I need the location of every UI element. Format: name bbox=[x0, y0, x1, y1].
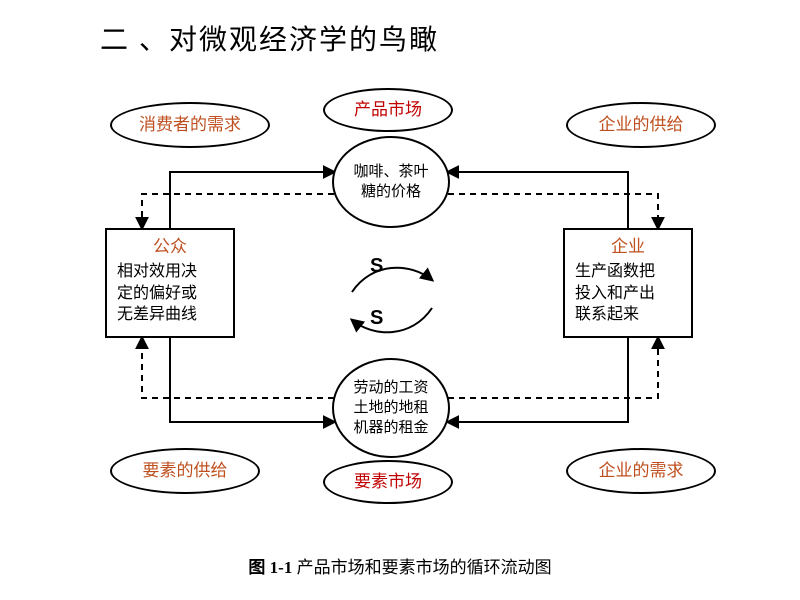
oval-factor-supply: 要素的供给 bbox=[110, 448, 260, 494]
page-title: 二 、对微观经济学的鸟瞰 bbox=[100, 18, 439, 58]
node-firm-body: 生产函数把投入和产出联系起来 bbox=[575, 263, 655, 323]
center-arc-top bbox=[352, 268, 432, 292]
node-public: 公众 相对效用决定的偏好或无差异曲线 bbox=[105, 228, 235, 338]
edge-firm-bot-solid bbox=[448, 338, 628, 422]
oval-factor-market: 要素市场 bbox=[323, 460, 453, 504]
figure-caption: 图 1-1 产品市场和要素市场的循环流动图 bbox=[0, 553, 800, 578]
center-s-top: S bbox=[370, 255, 383, 278]
edge-bot-pub-dashed bbox=[142, 338, 334, 398]
edge-pub-top-solid bbox=[170, 172, 334, 228]
node-public-body: 相对效用决定的偏好或无差异曲线 bbox=[117, 263, 197, 323]
edge-top-pub-dashed bbox=[142, 194, 334, 228]
oval-consumer-demand: 消费者的需求 bbox=[110, 102, 270, 148]
figure-caption-text: 产品市场和要素市场的循环流动图 bbox=[292, 558, 551, 577]
figure-number: 图 1-1 bbox=[248, 558, 292, 577]
center-s-bottom: S bbox=[370, 307, 383, 330]
edge-pub-bot-solid bbox=[170, 338, 334, 422]
node-firm: 企业 生产函数把投入和产出联系起来 bbox=[563, 228, 693, 338]
node-product-prices: 咖啡、茶叶糖的价格 bbox=[332, 136, 450, 228]
center-arc-bot bbox=[352, 308, 432, 332]
node-factor-prices: 劳动的工资土地的地租机器的租金 bbox=[332, 358, 450, 458]
node-firm-head: 企业 bbox=[575, 236, 681, 259]
edge-top-firm-dashed bbox=[448, 194, 658, 228]
oval-product-market: 产品市场 bbox=[323, 88, 453, 132]
oval-firm-supply: 企业的供给 bbox=[566, 102, 716, 148]
edge-firm-top-solid bbox=[448, 172, 628, 228]
edge-bot-firm-dashed bbox=[448, 338, 658, 398]
node-public-head: 公众 bbox=[117, 236, 223, 259]
oval-firm-demand: 企业的需求 bbox=[566, 448, 716, 494]
circular-flow-diagram: 产品市场 消费者的需求 企业的供给 要素的供给 要素市场 企业的需求 公众 相对… bbox=[0, 60, 800, 530]
